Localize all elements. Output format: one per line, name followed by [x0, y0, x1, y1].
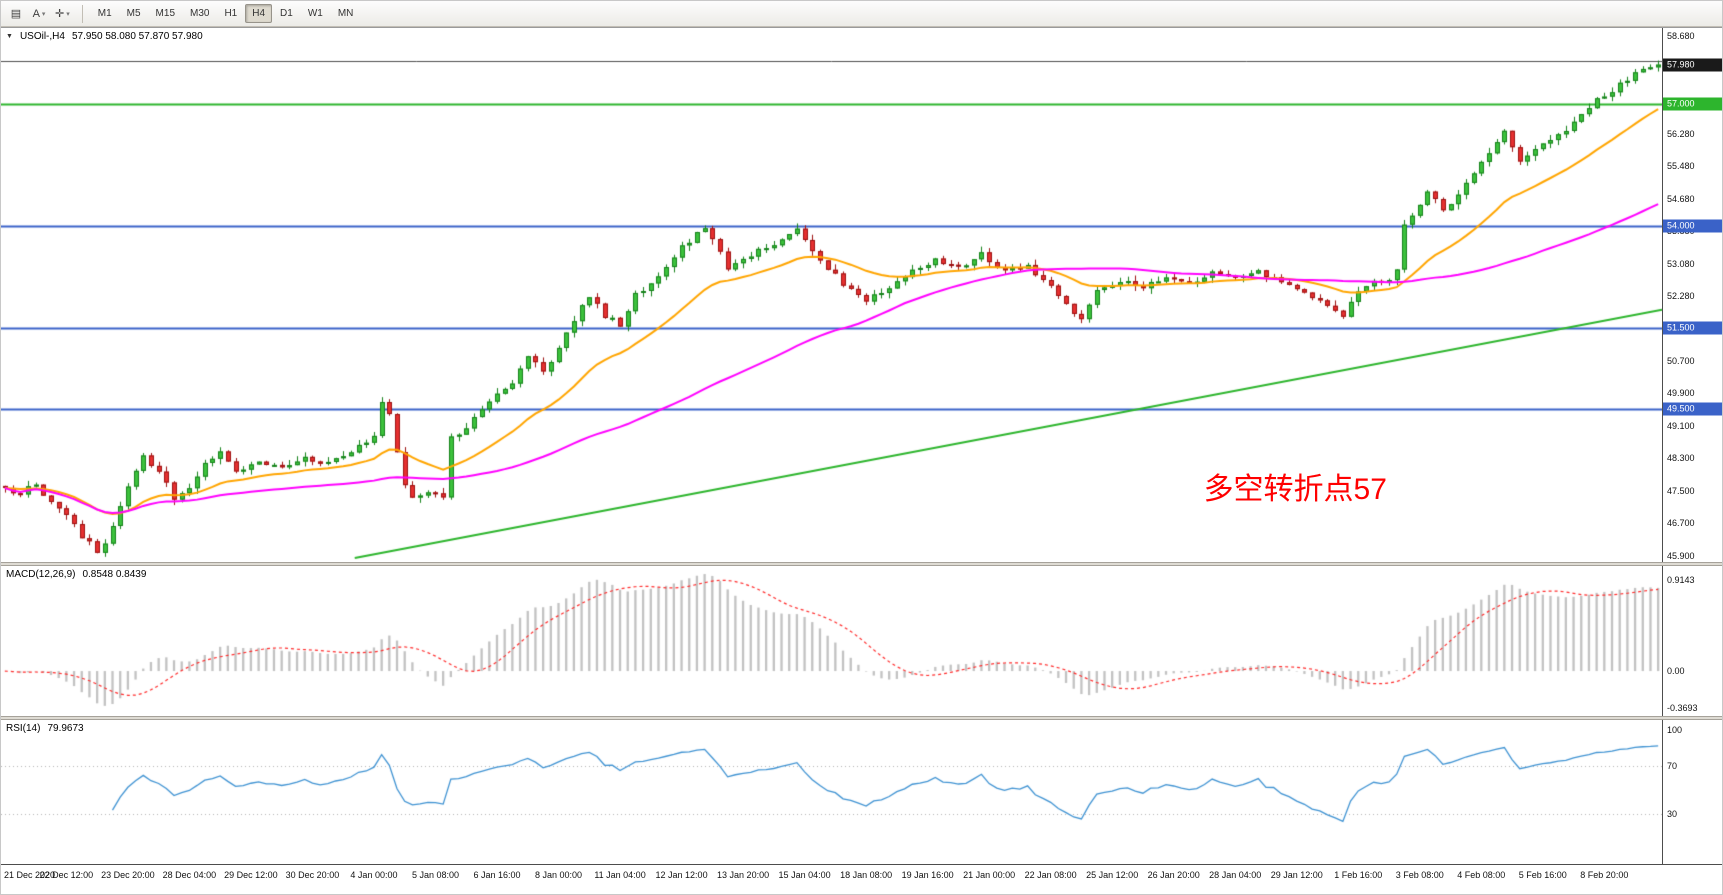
- symbol-timeframe-label: USOil-,H4: [19, 31, 65, 42]
- price-tick-label: 50.700: [1667, 355, 1695, 366]
- timeframe-button-m15[interactable]: M15: [155, 8, 175, 19]
- price-tick-label: 46.700: [1667, 518, 1695, 529]
- timeframe-button-mn[interactable]: MN: [337, 8, 354, 19]
- price-tick-label: 56.280: [1667, 128, 1695, 139]
- drawing-tools-icon-glyph: ✛: [55, 8, 65, 20]
- rsi-axis[interactable]: 100 70 30: [1662, 720, 1722, 864]
- rsi-tick-label: 70: [1667, 760, 1678, 771]
- time-axis-label: 15 Jan 04:00: [778, 870, 831, 880]
- collapse-triangle-icon[interactable]: ▼: [6, 33, 13, 40]
- price-tag-51.500: 51.500: [1663, 321, 1722, 335]
- timeframe-button-w1[interactable]: W1: [307, 8, 323, 19]
- rsi-tick-label: 100: [1667, 724, 1683, 735]
- price-tag-49.500: 49.500: [1663, 402, 1722, 416]
- time-axis-label: 4 Jan 00:00: [350, 870, 398, 880]
- rsi-value: 79.9673: [47, 723, 84, 734]
- time-axis-label: 5 Feb 16:00: [1518, 870, 1567, 880]
- time-axis-label: 13 Jan 20:00: [717, 870, 770, 880]
- time-axis-label: 22 Dec 12:00: [39, 870, 94, 880]
- time-axis-label: 8 Feb 20:00: [1580, 870, 1629, 880]
- price-tag-57.000: 57.000: [1663, 97, 1722, 111]
- charts-bar-icon[interactable]: ▤: [5, 4, 27, 24]
- dropdown-caret-icon: ▾: [66, 10, 70, 18]
- macd-tick-label: -0.3693: [1667, 702, 1698, 713]
- time-axis-label: 8 Jan 00:00: [534, 870, 583, 880]
- timeframe-button-h4[interactable]: H4: [245, 4, 273, 23]
- macd-axis[interactable]: 0.9143 0.00 -0.3693: [1662, 566, 1722, 716]
- toolbar-icon-group: ▤ A ▾ ✛ ▾: [5, 4, 74, 24]
- rsi-panel: RSI(14) 79.9673 100 70 30: [1, 720, 1722, 864]
- price-tick-label: 52.280: [1667, 291, 1695, 302]
- time-axis-label: 11 Jan 04:00: [594, 870, 646, 880]
- timeframe-button-d1[interactable]: D1: [280, 8, 293, 19]
- price-tick-label: 47.500: [1667, 485, 1695, 496]
- chart-annotation-text[interactable]: 多空转折点57: [1203, 473, 1387, 507]
- price-tag-54.000: 54.000: [1663, 219, 1722, 233]
- time-axis-label: 22 Jan 08:00: [1024, 870, 1077, 880]
- price-axis[interactable]: 58.68056.28055.48054.68053.88053.08052.2…: [1662, 28, 1722, 562]
- rsi-label: RSI(14): [6, 723, 41, 734]
- time-axis-label: 28 Dec 04:00: [162, 870, 217, 880]
- macd-values: 0.8548 0.8439: [82, 569, 147, 580]
- main-chart-panel: ▼ USOil-,H4 57.950 58.080 57.870 57.980 …: [1, 27, 1722, 562]
- time-axis-label: 21 Dec 2020: [4, 870, 56, 880]
- price-tick-label: 49.100: [1667, 420, 1695, 431]
- time-axis-label: 30 Dec 20:00: [285, 870, 340, 880]
- time-axis-label: 18 Jan 08:00: [840, 870, 893, 880]
- macd-label: MACD(12,26,9): [6, 569, 76, 580]
- time-axis-label: 19 Jan 16:00: [901, 870, 954, 880]
- panel-divider[interactable]: [1, 716, 1722, 720]
- time-axis-label: 25 Jan 12:00: [1086, 870, 1139, 880]
- price-tick-label: 58.680: [1667, 31, 1695, 42]
- macd-canvas[interactable]: [1, 566, 1662, 716]
- macd-header: MACD(12,26,9) 0.8548 0.8439: [6, 569, 146, 580]
- time-axis[interactable]: 21 Dec 2020 22 Dec 12:00 23 Dec 20:00 28 De…: [1, 864, 1722, 894]
- timeframe-button-h1[interactable]: H1: [224, 8, 238, 19]
- time-axis-label: 1 Feb 16:00: [1334, 870, 1383, 880]
- macd-tick-label: 0.00: [1667, 666, 1685, 677]
- time-axis-label: 23 Dec 20:00: [101, 870, 155, 880]
- time-axis-label: 12 Jan 12:00: [655, 870, 708, 880]
- price-tick-label: 49.900: [1667, 388, 1695, 399]
- timeframe-button-m30[interactable]: M30: [190, 8, 210, 19]
- time-axis-label: 6 Jan 16:00: [473, 870, 521, 880]
- timeframe-button-m1[interactable]: M1: [97, 8, 112, 19]
- rsi-header: RSI(14) 79.9673: [6, 723, 84, 734]
- rsi-tick-label: 30: [1667, 808, 1678, 819]
- time-axis-label: 28 Jan 04:00: [1209, 870, 1262, 880]
- dropdown-caret-icon: ▾: [41, 10, 46, 18]
- rsi-canvas[interactable]: [1, 720, 1662, 864]
- text-annotation-icon[interactable]: A ▾: [28, 4, 50, 24]
- macd-panel: MACD(12,26,9) 0.8548 0.8439 0.9143 0.00 -0…: [1, 566, 1722, 716]
- drawing-tools-icon[interactable]: ✛ ▾: [51, 4, 74, 24]
- toolbar: ▤ A ▾ ✛ ▾ M1 M5 M15 M30 H1 H4 D1 W1 MN: [1, 1, 1722, 27]
- chart-header: ▼ USOil-,H4 57.950 58.080 57.870 57.980: [6, 31, 203, 42]
- price-tick-label: 55.480: [1667, 161, 1695, 172]
- timeframe-button-m5[interactable]: M5: [126, 8, 141, 19]
- price-chart-canvas[interactable]: [1, 28, 1662, 562]
- ohlc-values-label: 57.950 58.080 57.870 57.980: [71, 31, 203, 42]
- charts-bar-icon-glyph: ▤: [10, 8, 22, 20]
- time-axis-label: 5 Jan 08:00: [411, 870, 459, 880]
- price-tick-label: 54.680: [1667, 193, 1695, 204]
- price-tag-57.980: 57.980: [1663, 58, 1722, 72]
- price-tick-label: 53.080: [1667, 258, 1695, 269]
- price-tick-label: 45.900: [1667, 550, 1695, 561]
- time-axis-label: 3 Feb 08:00: [1395, 870, 1444, 880]
- text-annotation-icon-glyph: A: [32, 7, 40, 20]
- macd-tick-label: 0.9143: [1667, 574, 1695, 585]
- time-axis-label: 26 Jan 20:00: [1147, 870, 1200, 880]
- price-tick-label: 48.300: [1667, 453, 1695, 464]
- time-axis-label: 29 Jan 12:00: [1270, 870, 1323, 880]
- panel-divider[interactable]: [1, 562, 1722, 566]
- toolbar-separator: [81, 4, 83, 23]
- time-axis-label: 4 Feb 08:00: [1457, 870, 1506, 880]
- time-axis-label: 21 Jan 00:00: [963, 870, 1016, 880]
- time-axis-label: 29 Dec 12:00: [224, 870, 278, 880]
- timeframe-group: M1 M5 M15 M30 H1 H4 D1 W1 MN: [91, 4, 361, 23]
